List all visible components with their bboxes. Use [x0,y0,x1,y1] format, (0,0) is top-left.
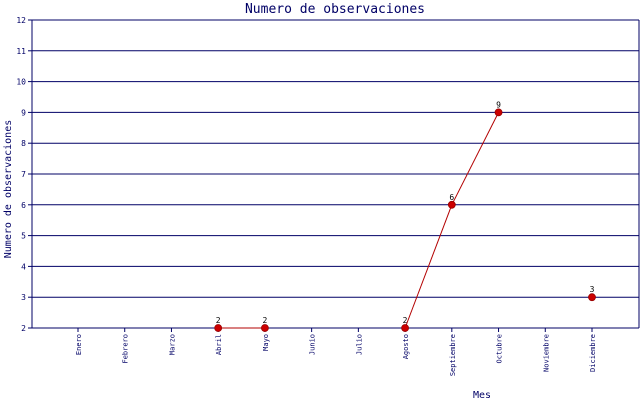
data-labels: 2 2 2 6 9 3 [216,100,595,325]
grid-lines [32,19,639,329]
y-tick-labels: 2 3 4 5 6 7 8 9 10 11 12 [16,16,26,333]
x-tick-label-4: Mayo [262,334,270,351]
y-tick-label-10: 10 [16,78,26,87]
data-label-agosto: 2 [403,316,408,325]
data-label-mayo: 2 [262,316,267,325]
y-tick-label-7: 7 [21,170,26,179]
data-point-octubre [494,108,503,117]
y-tick-label-8: 8 [21,139,26,148]
y-tick-label-6: 6 [21,201,26,210]
x-tick-label-3: Abril [215,334,223,355]
data-point-abril [214,324,223,332]
data-point-mayo [261,324,269,332]
x-tick-label-0: Enero [75,334,83,355]
data-label-octubre: 9 [496,100,501,109]
x-tick-label-11: Diciembre [589,334,597,372]
x-tick-label-8: Septiembre [449,334,457,376]
series-0-segment-7 [404,204,453,329]
chart-title: Numero de observaciones [245,2,425,17]
x-tick-label-1: Febrero [122,334,130,364]
x-tick-label-10: Noviembre [542,334,550,372]
data-point-diciembre [588,293,596,302]
y-axis-title: Numero de observaciones [3,120,14,258]
x-tick-label-2: Marzo [168,334,176,355]
axes [28,19,640,332]
series-0-segment-8 [451,112,499,206]
y-tick-label-11: 11 [16,47,26,56]
x-tick-labels: Enero Febrero Marzo Abril Mayo Junio Julio Agos… [75,334,597,376]
y-tick-label-3: 3 [21,293,26,302]
data-label-abril: 2 [216,316,221,325]
x-tick-label-6: Julio [355,334,363,355]
y-tick-label-5: 5 [21,232,26,241]
data-point-septiembre [447,200,456,209]
x-tick-label-5: Junio [309,334,317,355]
data-label-septiembre: 6 [449,193,454,202]
y-tick-label-12: 12 [16,16,26,25]
y-tick-label-9: 9 [21,108,26,117]
y-tick-label-2: 2 [21,324,26,333]
y-tick-label-4: 4 [21,262,26,271]
series-lines [218,112,499,329]
data-label-diciembre: 3 [590,285,595,294]
series-markers [214,108,596,332]
data-point-agosto [401,324,409,332]
x-axis-title: Mes [473,390,491,400]
x-tick-label-9: Octubre [496,334,504,364]
x-tick-label-7: Agosto [402,334,410,359]
